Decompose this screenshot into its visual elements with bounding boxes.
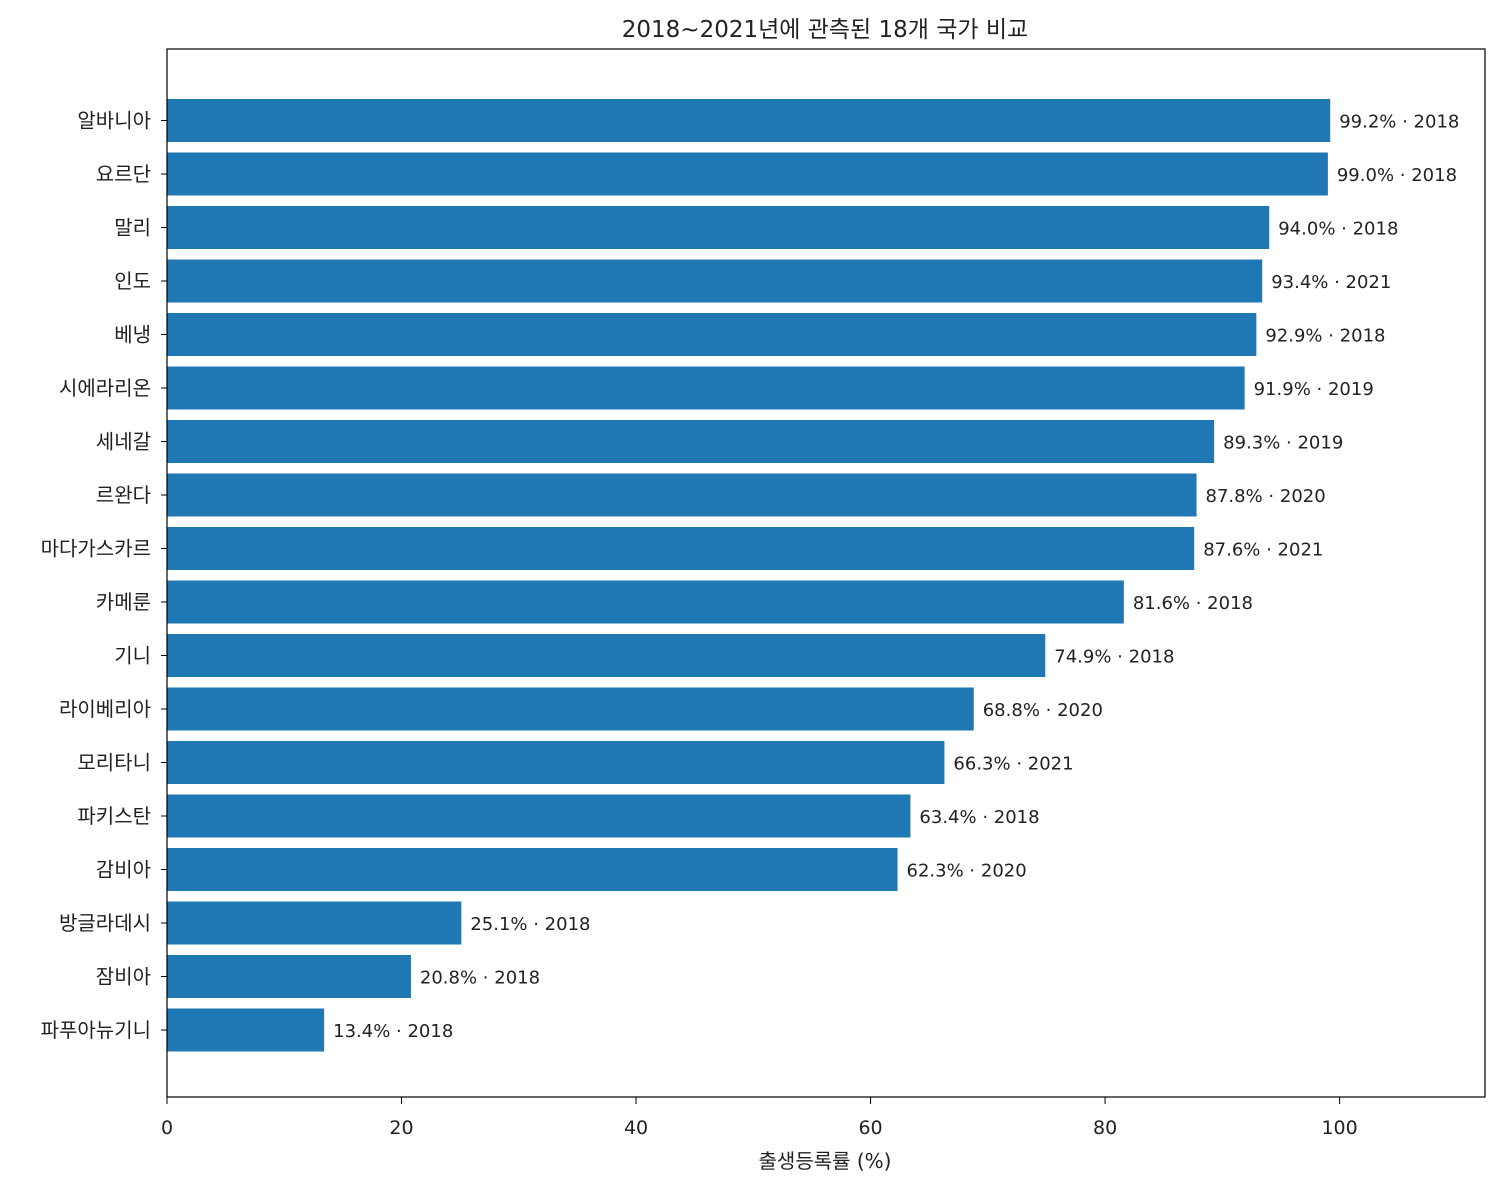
bar: [167, 259, 1263, 303]
x-tick-label: 40: [624, 1117, 648, 1139]
bar: [167, 420, 1215, 463]
bar: [167, 152, 1328, 196]
bar: [167, 473, 1197, 517]
data-label: 68.8% · 2020: [983, 700, 1103, 721]
bar: [167, 99, 1331, 142]
bars-group: [167, 99, 1331, 1052]
y-tick-label: 마다가스카르: [41, 537, 151, 561]
x-tick-label: 80: [1093, 1117, 1117, 1139]
y-tick-label: 베냉: [114, 323, 151, 347]
bar: [167, 1008, 325, 1052]
y-tick-label: 방글라데시: [59, 911, 151, 935]
y-tick-label: 기니: [114, 644, 151, 668]
data-label: 93.4% · 2021: [1271, 272, 1391, 293]
y-tick-label: 세네갈: [96, 430, 151, 454]
data-label: 89.3% · 2019: [1223, 433, 1343, 454]
data-label: 66.3% · 2021: [953, 754, 1073, 775]
data-label: 87.6% · 2021: [1203, 540, 1323, 561]
bar: [167, 687, 974, 731]
y-tick-label: 잠비아: [96, 965, 151, 989]
bar: [167, 313, 1257, 356]
bar: [167, 527, 1195, 570]
data-label: 63.4% · 2018: [919, 807, 1039, 828]
data-labels: 99.2% · 2018 99.0% · 2018 94.0% · 2018 93.4…: [333, 112, 1459, 1043]
bar: [167, 794, 911, 838]
x-axis-ticks: 0 20 40 60 80 100: [161, 1097, 1358, 1139]
y-tick-label: 말리: [114, 216, 151, 240]
data-label: 74.9% · 2018: [1054, 647, 1174, 668]
x-tick-label: 100: [1321, 1117, 1357, 1139]
data-label: 62.3% · 2020: [907, 861, 1027, 882]
x-tick-label: 60: [858, 1117, 882, 1139]
bar: [167, 580, 1124, 624]
y-tick-label: 감비아: [96, 858, 151, 882]
data-label: 25.1% · 2018: [470, 914, 590, 935]
y-tick-label: 파푸아뉴기니: [41, 1018, 151, 1042]
bar: [167, 901, 462, 945]
x-tick-label: 20: [389, 1117, 413, 1139]
y-tick-label: 알바니아: [77, 109, 151, 133]
bar: [167, 848, 898, 891]
data-label: 81.6% · 2018: [1133, 593, 1253, 614]
y-tick-label: 요르단: [96, 162, 151, 186]
plot-frame: [166, 48, 1486, 1098]
data-label: 13.4% · 2018: [333, 1021, 453, 1042]
bar: [167, 634, 1046, 677]
data-label: 99.0% · 2018: [1337, 165, 1457, 186]
y-tick-label: 파키스탄: [77, 804, 151, 828]
data-label: 94.0% · 2018: [1278, 219, 1398, 240]
y-tick-label: 시에라리온: [59, 376, 151, 400]
x-axis-label: 출생등록률 (%): [759, 1149, 892, 1173]
bar: [167, 955, 411, 998]
bar: [167, 206, 1270, 249]
y-tick-label: 카메룬: [96, 590, 151, 614]
y-tick-label: 모리타니: [77, 751, 151, 775]
chart-title: 2018~2021년에 관측된 18개 국가 비교: [622, 17, 1028, 43]
data-label: 91.9% · 2019: [1254, 379, 1374, 400]
data-label: 92.9% · 2018: [1265, 326, 1385, 347]
bar: [167, 366, 1245, 410]
y-tick-label: 인도: [114, 269, 151, 293]
data-label: 20.8% · 2018: [420, 968, 540, 989]
y-tick-label: 르완다: [96, 483, 151, 507]
data-label: 99.2% · 2018: [1339, 112, 1459, 133]
bar: [167, 741, 945, 784]
x-tick-label: 0: [161, 1117, 173, 1139]
y-tick-labels: 알바니아요르단말리인도베냉시에라리온세네갈르완다마다가스카르카메룬기니라이베리아…: [41, 109, 167, 1042]
y-tick-label: 라이베리아: [59, 697, 151, 721]
data-label: 87.8% · 2020: [1206, 486, 1326, 507]
